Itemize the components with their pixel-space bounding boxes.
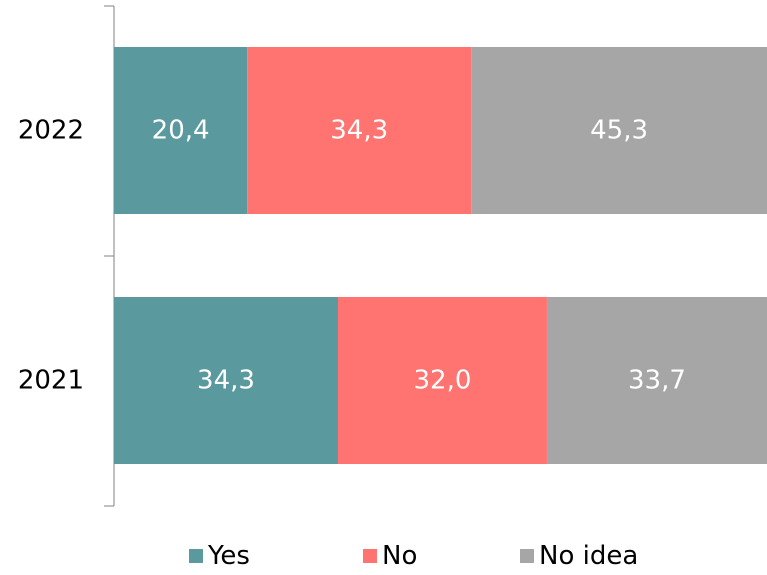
bar-yes-2022	[114, 47, 248, 214]
data-label-no-2022: 34,3	[330, 116, 388, 146]
data-label-no-idea-2021: 33,7	[628, 366, 686, 396]
data-label-no-2021: 32,0	[414, 366, 472, 396]
legend-label-yes: Yes	[208, 541, 250, 571]
bar-no-2021	[337, 297, 547, 464]
legend-item-no-idea: No idea	[520, 538, 638, 574]
legend-swatch-yes	[189, 549, 203, 563]
legend-item-yes: Yes	[189, 538, 250, 574]
legend-label-no: No	[382, 541, 418, 571]
legend: Yes No No idea	[0, 538, 767, 574]
data-label-yes-2021: 34,3	[197, 366, 255, 396]
legend-label-no-idea: No idea	[539, 541, 639, 571]
bar-no-idea-2022	[471, 47, 767, 214]
legend-swatch-no-idea	[520, 549, 534, 563]
legend-swatch-no	[363, 549, 377, 563]
bar-no-2022	[247, 47, 472, 214]
data-label-yes-2022: 20,4	[152, 116, 210, 146]
category-label-2022: 2022	[18, 116, 84, 146]
bar-yes-2021	[114, 297, 338, 464]
data-label-no-idea-2022: 45,3	[590, 116, 648, 146]
category-label-2021: 2021	[18, 366, 84, 396]
bar-no-idea-2021	[546, 297, 767, 464]
legend-item-no: No	[363, 538, 417, 574]
